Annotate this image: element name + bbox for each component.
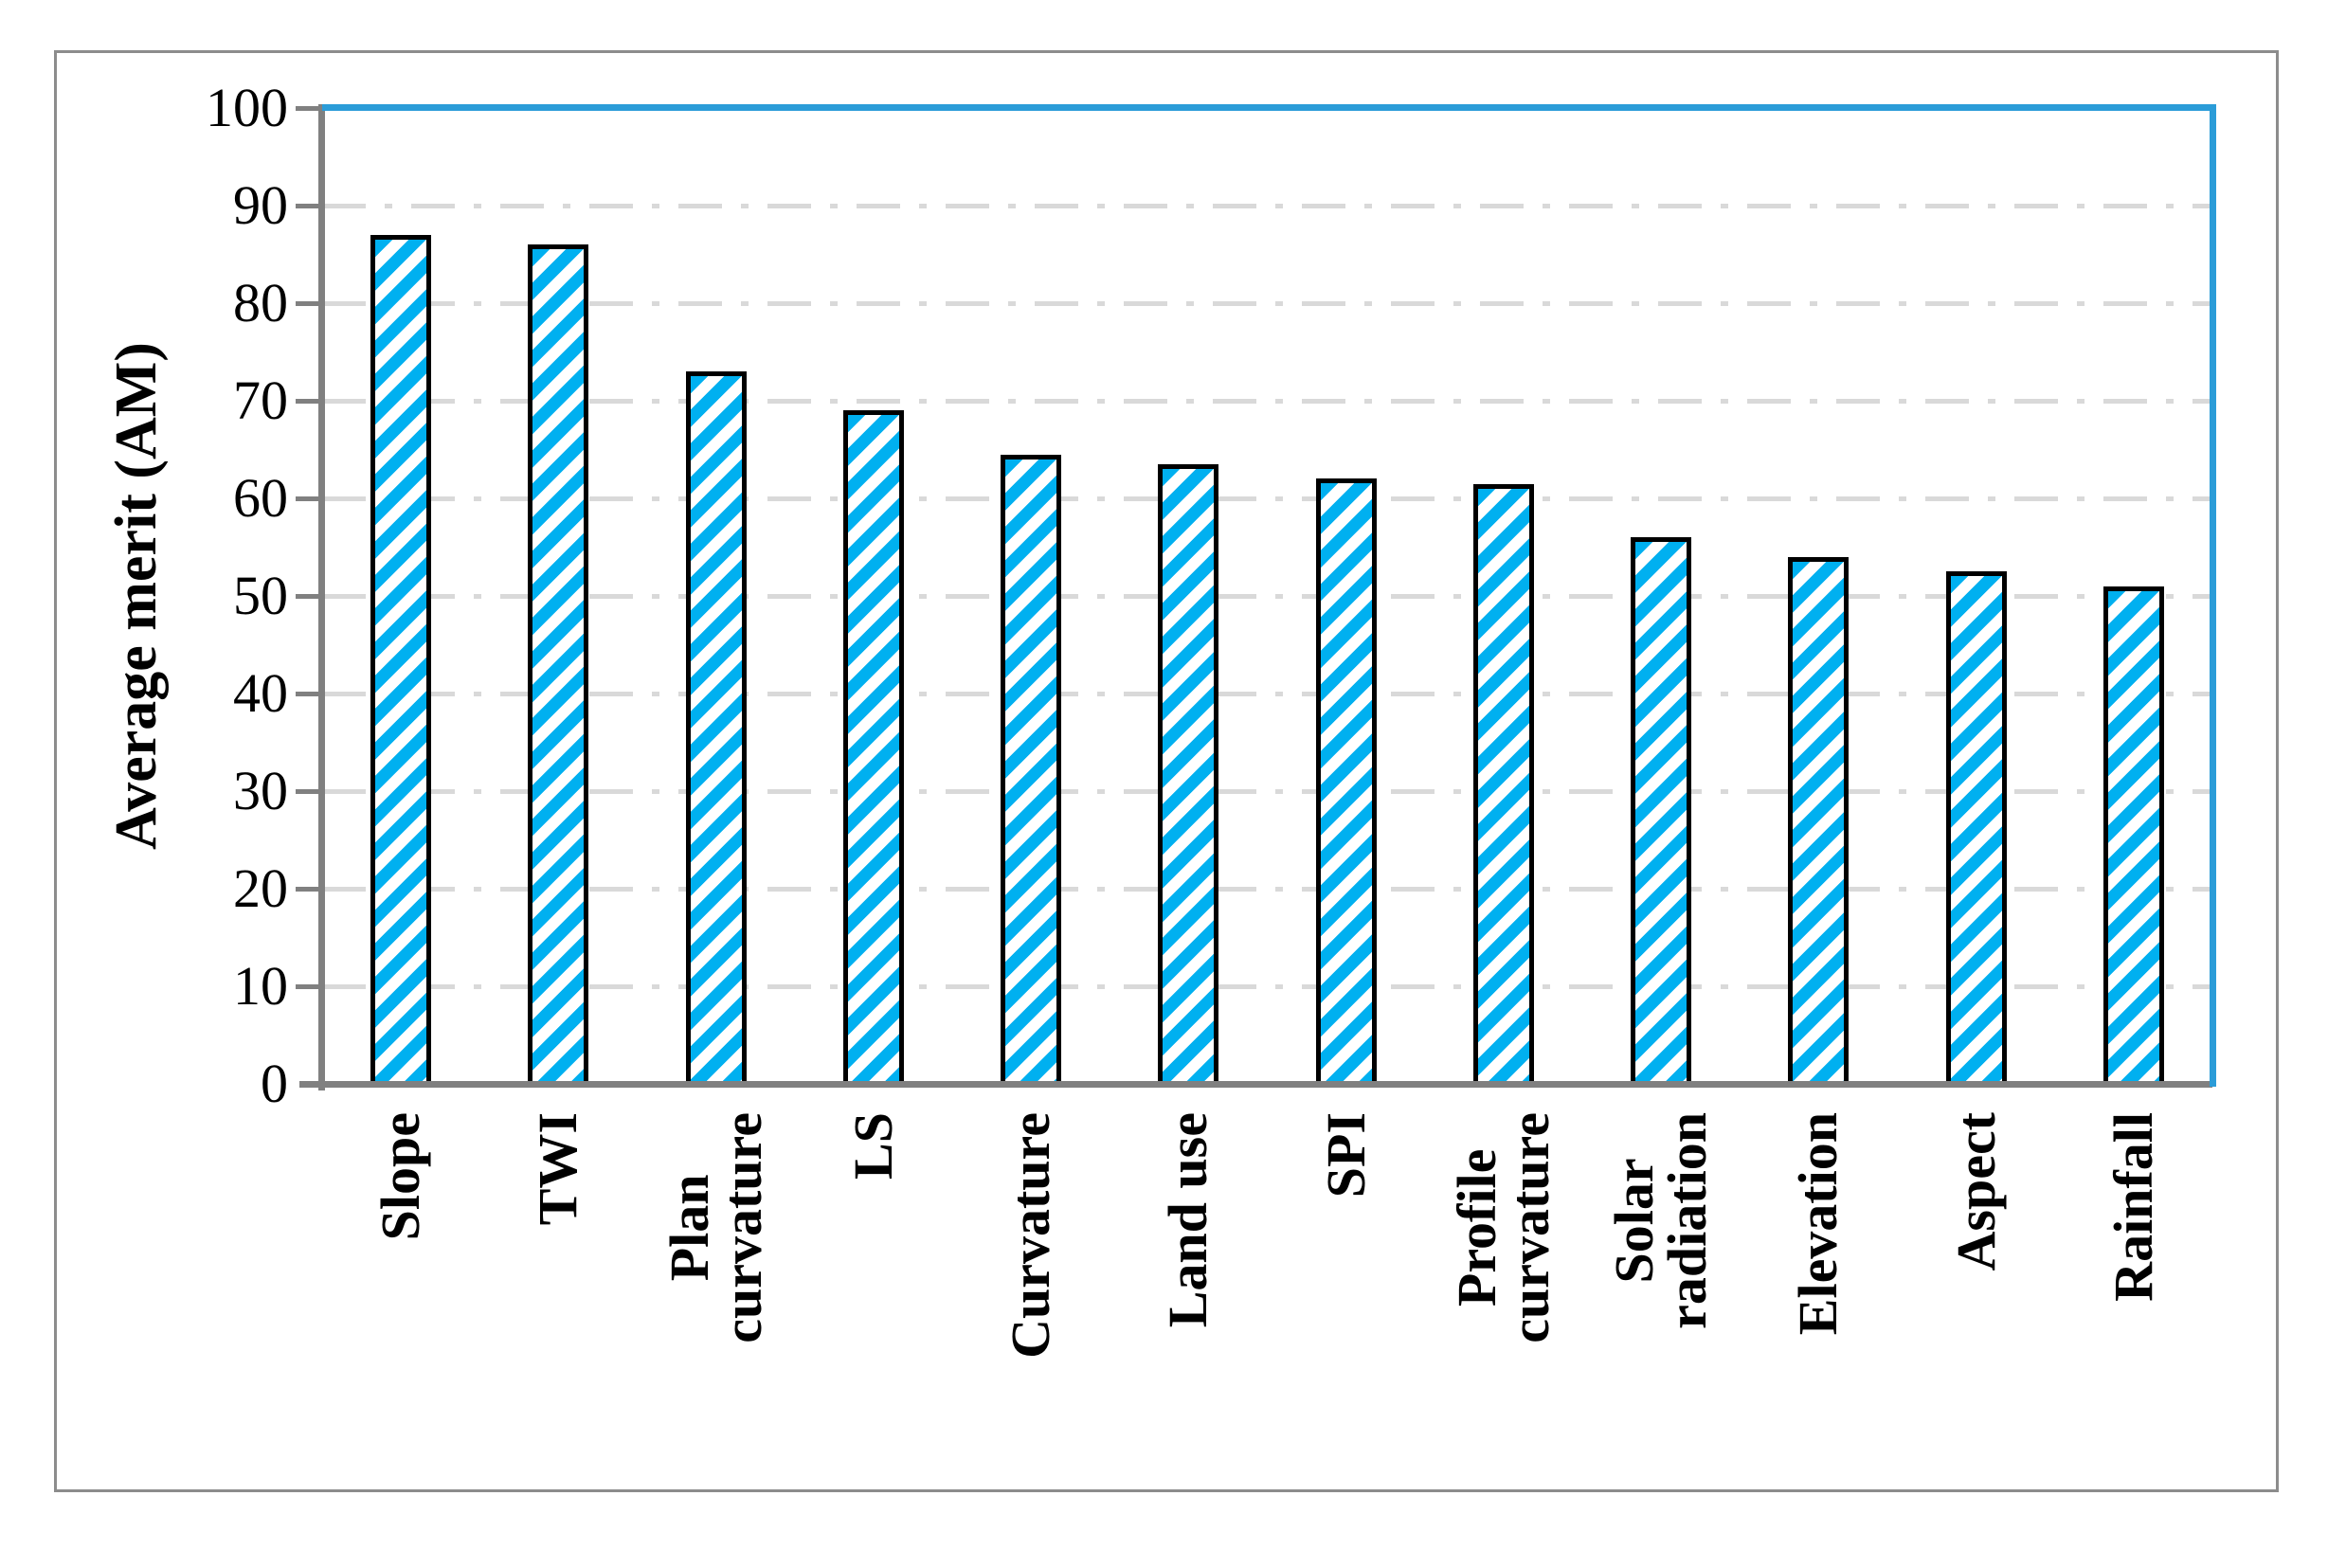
category-label: LS (841, 1112, 904, 1180)
y-tick-40 (296, 692, 318, 696)
y-tick-label-10: 10 (233, 955, 288, 1017)
y-tick-20 (296, 887, 318, 892)
bar-slope (370, 234, 432, 1086)
y-axis-line (318, 104, 325, 1090)
y-tick-label-70: 70 (233, 369, 288, 431)
category-label: Rainfall (2102, 1112, 2164, 1302)
bar-spi (1315, 478, 1377, 1086)
y-tick-label-90: 90 (233, 174, 288, 236)
plot-right-border (2210, 104, 2216, 1087)
y-tick-label-60: 60 (233, 467, 288, 529)
category-label: Profile curvature (1445, 1112, 1561, 1343)
bar-plan-curvature (685, 371, 747, 1086)
gridline-50 (322, 594, 2212, 599)
gridline-70 (322, 399, 2212, 404)
category-label: Elevation (1787, 1112, 1850, 1336)
category-label: Aspect (1944, 1112, 2007, 1271)
bar-elevation (1788, 556, 1850, 1086)
bar-curvature (1001, 454, 1062, 1086)
gridline-40 (322, 692, 2212, 696)
y-tick-label-40: 40 (233, 662, 288, 724)
category-label: Curvature (1000, 1112, 1062, 1359)
bar-profile-curvature (1472, 483, 1534, 1086)
gridline-30 (322, 789, 2212, 794)
y-tick-90 (296, 204, 318, 208)
y-tick-label-30: 30 (233, 760, 288, 821)
gridline-80 (322, 301, 2212, 306)
y-tick-label-20: 20 (233, 857, 288, 919)
y-tick-100 (296, 106, 318, 111)
category-label: Slope (370, 1112, 432, 1241)
y-axis-title: Average merit (AM) (104, 342, 169, 850)
plot-top-border (322, 104, 2212, 111)
y-tick-60 (296, 496, 318, 501)
bar-aspect (1945, 571, 2007, 1086)
y-tick-label-50: 50 (233, 565, 288, 626)
category-label: SPI (1314, 1112, 1377, 1199)
category-label: Solar radiation (1603, 1112, 1719, 1329)
bar-land-use (1158, 463, 1219, 1086)
y-tick-label-0: 0 (261, 1053, 288, 1114)
gridline-20 (322, 887, 2212, 892)
category-label: Land use (1157, 1112, 1219, 1328)
y-tick-label-100: 100 (206, 77, 288, 138)
y-tick-80 (296, 301, 318, 306)
y-tick-50 (296, 594, 318, 599)
y-tick-30 (296, 789, 318, 794)
bar-twi (528, 244, 589, 1086)
category-label: TWI (527, 1112, 589, 1226)
gridline-60 (322, 496, 2212, 501)
y-tick-10 (296, 984, 318, 989)
gridline-10 (322, 984, 2212, 989)
y-tick-label-80: 80 (233, 272, 288, 333)
bar-solar-radiation (1631, 537, 1692, 1086)
y-tick-70 (296, 399, 318, 404)
category-label: Plan curvature (658, 1112, 773, 1343)
gridline-90 (322, 204, 2212, 208)
x-axis-line (299, 1081, 2212, 1088)
bar-ls (842, 410, 904, 1086)
